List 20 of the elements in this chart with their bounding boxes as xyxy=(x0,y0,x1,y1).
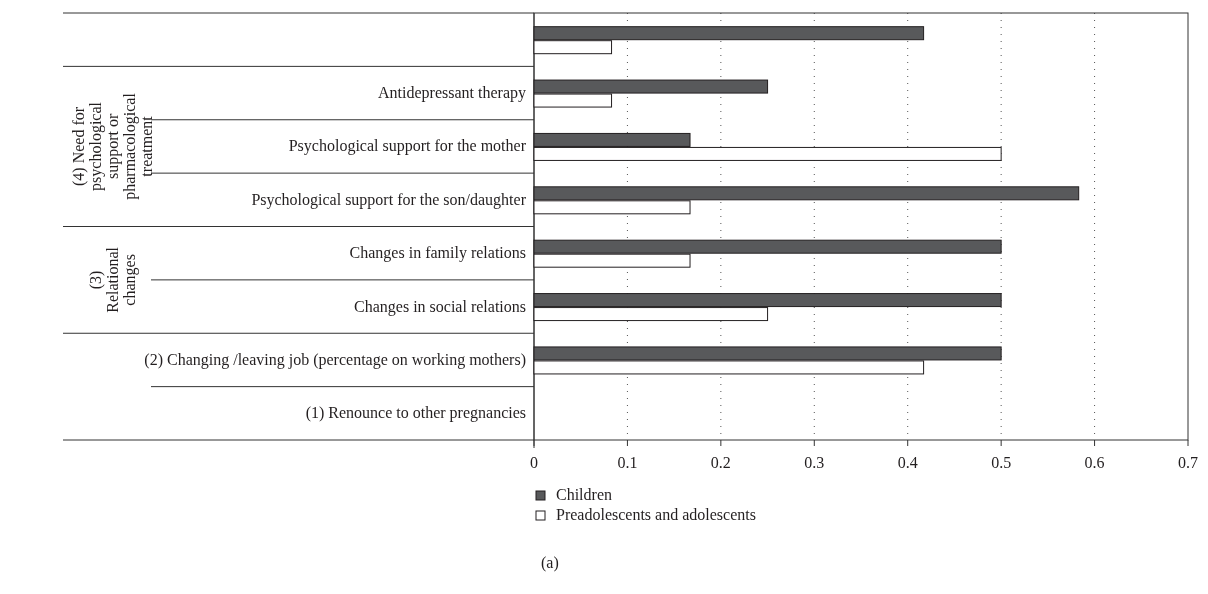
text: (4) Need for psychological support or pharmacological treatment xyxy=(70,92,155,200)
y-tick-label: Psychological support for the mother xyxy=(288,137,527,156)
y-tick-label: Changes in family relations xyxy=(349,244,526,263)
x-tick-label: 0.5 xyxy=(991,454,1012,471)
legend-label: Preadolescents and adolescents xyxy=(556,506,756,523)
y-tick-label: Changes in social relations xyxy=(354,297,526,316)
y-tick-label: Antidepressant therapy xyxy=(378,84,526,103)
x-tick-label: 0.3 xyxy=(804,454,825,471)
text: (3) Relational changes xyxy=(87,246,139,313)
x-tick-label: 0.2 xyxy=(710,454,731,471)
y-tick-label: (2) Changing /leaving job (percentage on working mothers) xyxy=(144,350,526,369)
x-tick-label: 0.4 xyxy=(897,454,918,471)
x-tick-label: 0.1 xyxy=(617,454,638,471)
x-tick-label: 0.7 xyxy=(1178,454,1198,471)
text: (a) xyxy=(541,554,559,572)
x-tick-label: 0.6 xyxy=(1084,454,1105,471)
y-tick-label: Psychological support for the son/daughter xyxy=(251,190,527,209)
x-tick-label: 0 xyxy=(530,454,538,471)
legend-label: Children xyxy=(556,486,612,503)
y-tick-label: (1) Renounce to other pregnancies xyxy=(305,404,526,423)
